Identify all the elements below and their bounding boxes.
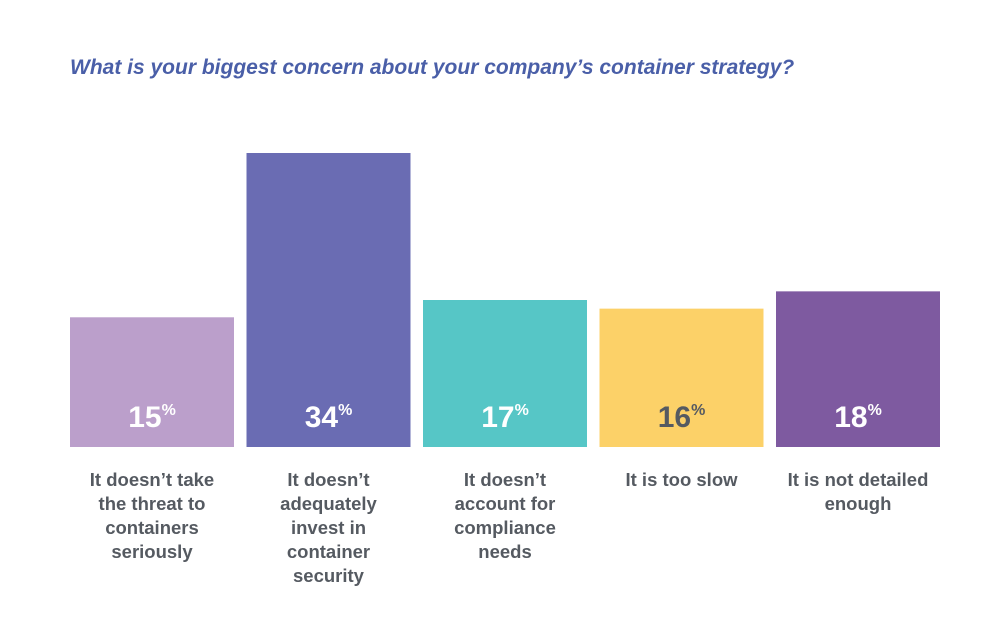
value-unit: % <box>691 402 705 419</box>
bar-4 <box>599 308 764 447</box>
category-label-line: seriously <box>111 541 193 562</box>
category-label-line: enough <box>824 493 892 514</box>
value-label-2: 34% <box>305 401 353 434</box>
category-label-2: It doesn’t adequately invest in container se… <box>247 468 411 588</box>
value-unit: % <box>868 402 882 419</box>
category-label-4: It is too slow <box>600 468 764 492</box>
value-unit: % <box>338 402 352 419</box>
bar-3 <box>423 300 587 447</box>
category-label-3: It doesn’t account for compliance needs <box>423 468 587 564</box>
category-label-line: adequately <box>280 493 377 514</box>
value-number: 34 <box>305 401 339 434</box>
category-label-line: security <box>293 565 364 586</box>
category-label-line: It doesn’t <box>287 469 370 490</box>
category-label-line: container <box>286 541 371 562</box>
chart-title: What is your biggest concern about your … <box>70 56 795 79</box>
bar-2 <box>246 153 411 447</box>
category-label-1: It doesn’t take the threat to containers se… <box>70 468 234 564</box>
category-label-line: It is too slow <box>625 469 738 490</box>
category-label-line: compliance <box>454 517 556 538</box>
value-unit: % <box>162 402 176 419</box>
value-label-5: 18% <box>834 401 882 434</box>
value-number: 17 <box>481 401 514 434</box>
value-label-4: 16% <box>658 401 706 434</box>
category-label-line: It is not detailed <box>787 469 929 490</box>
category-label-line: It doesn’t take <box>89 469 215 490</box>
category-label-line: It doesn’t <box>463 469 547 490</box>
value-number: 15 <box>128 401 161 434</box>
category-label-line: account for <box>454 493 556 514</box>
value-label-3: 17% <box>481 401 529 434</box>
category-label-5: It is not detailed enough <box>776 468 940 516</box>
value-unit: % <box>515 402 529 419</box>
category-label-line: the threat to <box>98 493 206 514</box>
value-label-1: 15% <box>128 401 176 434</box>
category-label-line: containers <box>105 517 199 538</box>
category-label-line: needs <box>478 541 532 562</box>
bar-1 <box>70 317 234 447</box>
bar-5 <box>776 291 940 447</box>
value-number: 16 <box>658 401 691 434</box>
category-label-line: invest in <box>290 517 367 538</box>
value-number: 18 <box>834 401 867 434</box>
